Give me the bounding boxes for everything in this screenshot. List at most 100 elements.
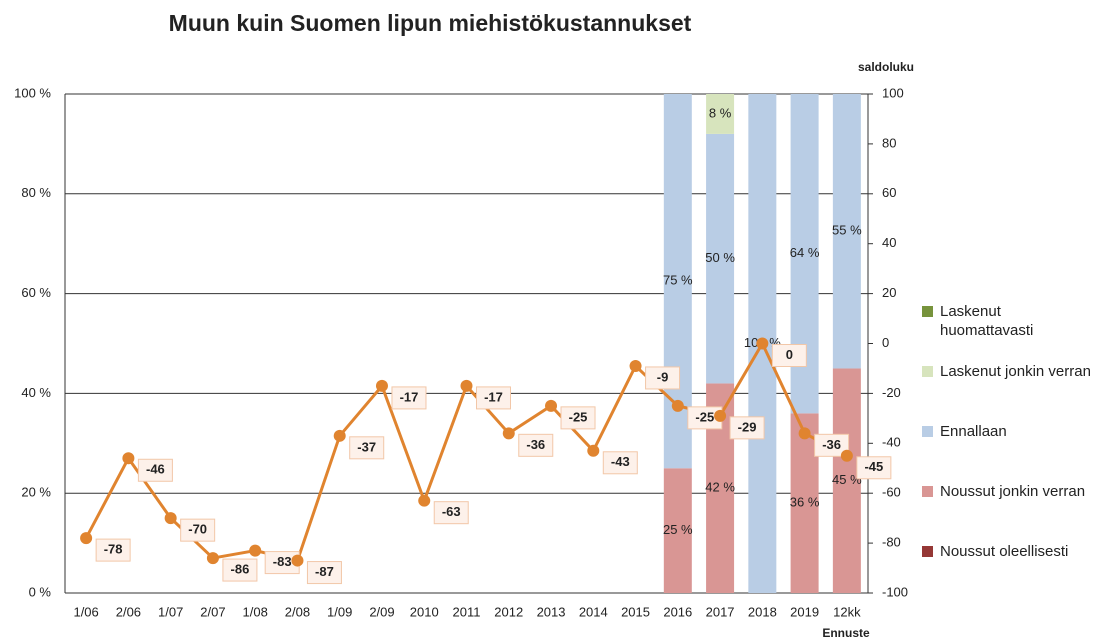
bar-value-label: 75 %	[663, 273, 693, 288]
x-tick-label: 1/07	[158, 604, 183, 619]
line-value-label: -37	[357, 439, 376, 454]
line-value-label: 0	[786, 347, 793, 362]
line-point	[164, 512, 177, 525]
bar-value-label: 55 %	[832, 223, 862, 238]
legend-label: Laskenut jonkin verran	[940, 363, 1091, 380]
x-tick-label: 2015	[621, 604, 650, 619]
line-value-label: -78	[104, 542, 123, 557]
line-value-label: -9	[657, 369, 669, 384]
x-tick-label: 2/09	[369, 604, 394, 619]
line-label-box	[391, 386, 427, 410]
bar-segment	[832, 368, 861, 593]
x-tick-label: 12kk	[833, 604, 861, 619]
x-tick-label: 2/08	[285, 604, 310, 619]
x-tick-label: 2018	[748, 604, 777, 619]
bar-segment	[663, 468, 692, 593]
line-value-label: -17	[400, 389, 419, 404]
line-value-label: -43	[611, 454, 630, 469]
legend-label: Noussut oleellisesti	[940, 543, 1068, 560]
line-point	[502, 427, 515, 440]
legend-swatch	[922, 546, 933, 557]
y-tick-label: 80 %	[21, 185, 51, 200]
line-label-box	[349, 436, 385, 460]
line-point	[714, 409, 727, 422]
x-tick-label: 2014	[579, 604, 608, 619]
bar-value-label: 42 %	[705, 480, 735, 495]
legend-label: Ennallaan	[940, 423, 1007, 440]
bar-value-label: 8 %	[709, 105, 732, 120]
bar-value-label: 50 %	[705, 250, 735, 265]
line-label-box	[137, 458, 173, 482]
line-label-box	[433, 501, 469, 525]
line-point	[80, 532, 93, 545]
legend-swatch	[922, 366, 933, 377]
legend-swatch	[922, 306, 933, 317]
line-value-label: -36	[526, 437, 545, 452]
x-tick-label: 2/06	[116, 604, 141, 619]
line-label-box	[602, 451, 638, 475]
line-value-label: -45	[864, 459, 883, 474]
y2-tick-label: 40	[882, 235, 896, 250]
line-point	[840, 449, 853, 462]
line-label-box	[560, 406, 596, 430]
line-label-box	[814, 433, 850, 457]
x-tick-label: 2011	[453, 604, 481, 619]
y2-axis-label: saldoluku	[858, 60, 914, 74]
x-tick-label: 2010	[410, 604, 439, 619]
y-tick-label: 40 %	[21, 385, 51, 400]
bar-value-label: 45 %	[832, 472, 862, 487]
y2-tick-label: -60	[882, 485, 901, 500]
legend-label: Laskenut huomattavasti	[940, 303, 1033, 339]
y-tick-label: 100 %	[14, 85, 51, 100]
line-label-box	[476, 386, 511, 410]
y2-tick-label: 20	[882, 285, 896, 300]
x-tick-label: 2017	[706, 604, 735, 619]
legend-swatch	[922, 426, 933, 437]
line-value-label: -17	[484, 389, 503, 404]
line-label-box	[645, 366, 681, 390]
bar-value-label: 64 %	[790, 245, 820, 260]
legend-label: Noussut jonkin verran	[940, 483, 1085, 500]
line-point	[291, 554, 304, 567]
annotation: Ennuste	[822, 626, 870, 640]
line-point	[375, 379, 388, 392]
line-point	[545, 399, 558, 412]
x-tick-label: 1/08	[243, 604, 268, 619]
y2-tick-label: 100	[882, 85, 904, 100]
y-tick-label: 0 %	[29, 584, 52, 599]
x-tick-label: 2013	[537, 604, 566, 619]
line-point	[122, 452, 135, 465]
line-value-label: -70	[188, 522, 207, 537]
line-value-label: -86	[231, 562, 250, 577]
line-label-box	[306, 561, 342, 585]
chart-title: Muun kuin Suomen lipun miehistökustannuk…	[169, 10, 692, 36]
line-value-label: -83	[273, 554, 292, 569]
line-label-box	[222, 558, 258, 582]
y2-tick-label: 0	[882, 335, 889, 350]
bar-segment	[706, 94, 735, 134]
line-point	[671, 399, 684, 412]
line-label-box	[729, 416, 765, 440]
x-tick-label: 1/06	[73, 604, 98, 619]
bar-segment	[832, 94, 861, 369]
y-tick-label: 60 %	[21, 285, 51, 300]
bar-value-label: 36 %	[790, 495, 820, 510]
x-tick-label: 2/07	[200, 604, 225, 619]
line-point	[460, 379, 473, 392]
y2-tick-label: -40	[882, 435, 901, 450]
x-tick-label: 2019	[790, 604, 819, 619]
y2-tick-label: -80	[882, 535, 901, 550]
line-point	[418, 494, 431, 507]
line-value-label: -87	[315, 564, 334, 579]
line-value-label: -63	[442, 504, 461, 519]
legend-swatch	[922, 486, 933, 497]
line-value-label: -29	[738, 419, 757, 434]
line-label-box	[95, 538, 131, 562]
line-label-box	[856, 456, 892, 480]
x-tick-label: 1/09	[327, 604, 352, 619]
y2-tick-label: -100	[882, 584, 908, 599]
line-point	[798, 427, 811, 440]
line-value-label: -46	[146, 462, 165, 477]
line-point	[333, 429, 346, 442]
